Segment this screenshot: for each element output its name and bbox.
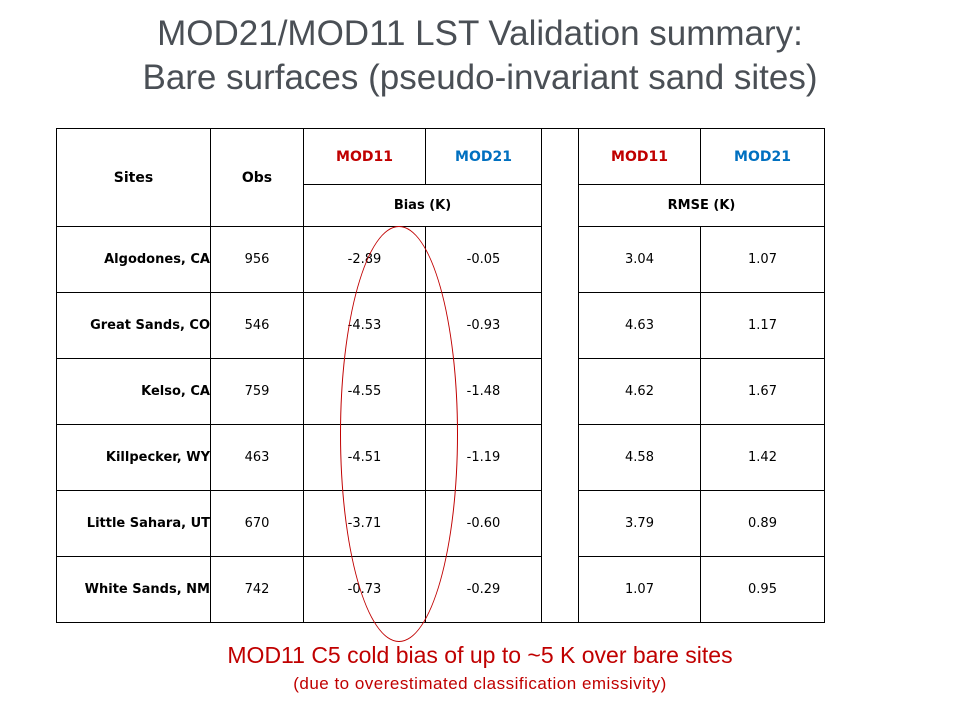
cell-bias-mod21: -0.05 [425,226,542,293]
table-row: Great Sands, CO 546 -4.53 -0.93 4.63 1.17 [56,292,825,359]
cell-obs: 463 [210,424,304,491]
cell-rmse-mod11: 4.63 [578,292,701,359]
cell-rmse-mod21: 1.42 [700,424,825,491]
cell-site: White Sands, NM [56,556,211,623]
slide-title-line-2: Bare surfaces (pseudo-invariant sand sit… [142,58,818,97]
header-obs: Obs [210,128,304,227]
header-bias-group: Bias (K) [303,184,542,227]
cell-bias-mod11: -4.55 [303,358,426,425]
annotation-sub: (due to overestimated classification emi… [293,674,667,693]
cell-rmse-mod21: 1.07 [700,226,825,293]
spacer-column [541,128,579,623]
annotation-main: MOD11 C5 cold bias of up to ~5 K over ba… [227,642,733,668]
cell-rmse-mod21: 0.89 [700,490,825,557]
cell-rmse-mod11: 1.07 [578,556,701,623]
cell-bias-mod21: -1.19 [425,424,542,491]
cell-obs: 759 [210,358,304,425]
header-rmse-mod11: MOD11 [578,128,701,185]
cell-rmse-mod11: 4.58 [578,424,701,491]
cell-bias-mod21: -0.29 [425,556,542,623]
cell-site: Little Sahara, UT [56,490,211,557]
cell-rmse-mod21: 1.17 [700,292,825,359]
table-row: Kelso, CA 759 -4.55 -1.48 4.62 1.67 [56,358,825,425]
header-row-1: Sites Obs MOD11 MOD21 MOD11 MOD21 [56,128,825,623]
cell-bias-mod11: -2.89 [303,226,426,293]
header-rmse-group: RMSE (K) [578,184,825,227]
cell-obs: 956 [210,226,304,293]
cell-obs: 670 [210,490,304,557]
cell-rmse-mod21: 0.95 [700,556,825,623]
cell-bias-mod11: -0.73 [303,556,426,623]
slide-title-line-1: MOD21/MOD11 LST Validation summary: [157,14,803,53]
cell-bias-mod21: -1.48 [425,358,542,425]
cell-rmse-mod21: 1.67 [700,358,825,425]
header-sites: Sites [56,128,211,227]
cell-bias-mod21: -0.60 [425,490,542,557]
cell-bias-mod11: -4.53 [303,292,426,359]
cell-bias-mod11: -4.51 [303,424,426,491]
cell-rmse-mod11: 3.04 [578,226,701,293]
table-row: Algodones, CA 956 -2.89 -0.05 3.04 1.07 [56,226,825,293]
table-row: Killpecker, WY 463 -4.51 -1.19 4.58 1.42 [56,424,825,491]
cell-site: Great Sands, CO [56,292,211,359]
cell-bias-mod21: -0.93 [425,292,542,359]
cell-rmse-mod11: 4.62 [578,358,701,425]
cell-site: Kelso, CA [56,358,211,425]
table-row: White Sands, NM 742 -0.73 -0.29 1.07 0.95 [56,556,825,623]
header-bias-mod21: MOD21 [425,128,542,185]
header-rmse-mod21: MOD21 [700,128,825,185]
cell-obs: 546 [210,292,304,359]
header-bias-mod11: MOD11 [303,128,426,185]
cell-rmse-mod11: 3.79 [578,490,701,557]
cell-site: Killpecker, WY [56,424,211,491]
table-row: Little Sahara, UT 670 -3.71 -0.60 3.79 0.89 [56,490,825,557]
validation-table: Sites Obs MOD11 MOD21 MOD11 MOD21 Bias (… [56,128,825,623]
header-row-2: Bias (K) RMSE (K) [57,184,825,227]
cell-bias-mod11: -3.71 [303,490,426,557]
cell-obs: 742 [210,556,304,623]
cell-site: Algodones, CA [56,226,211,293]
